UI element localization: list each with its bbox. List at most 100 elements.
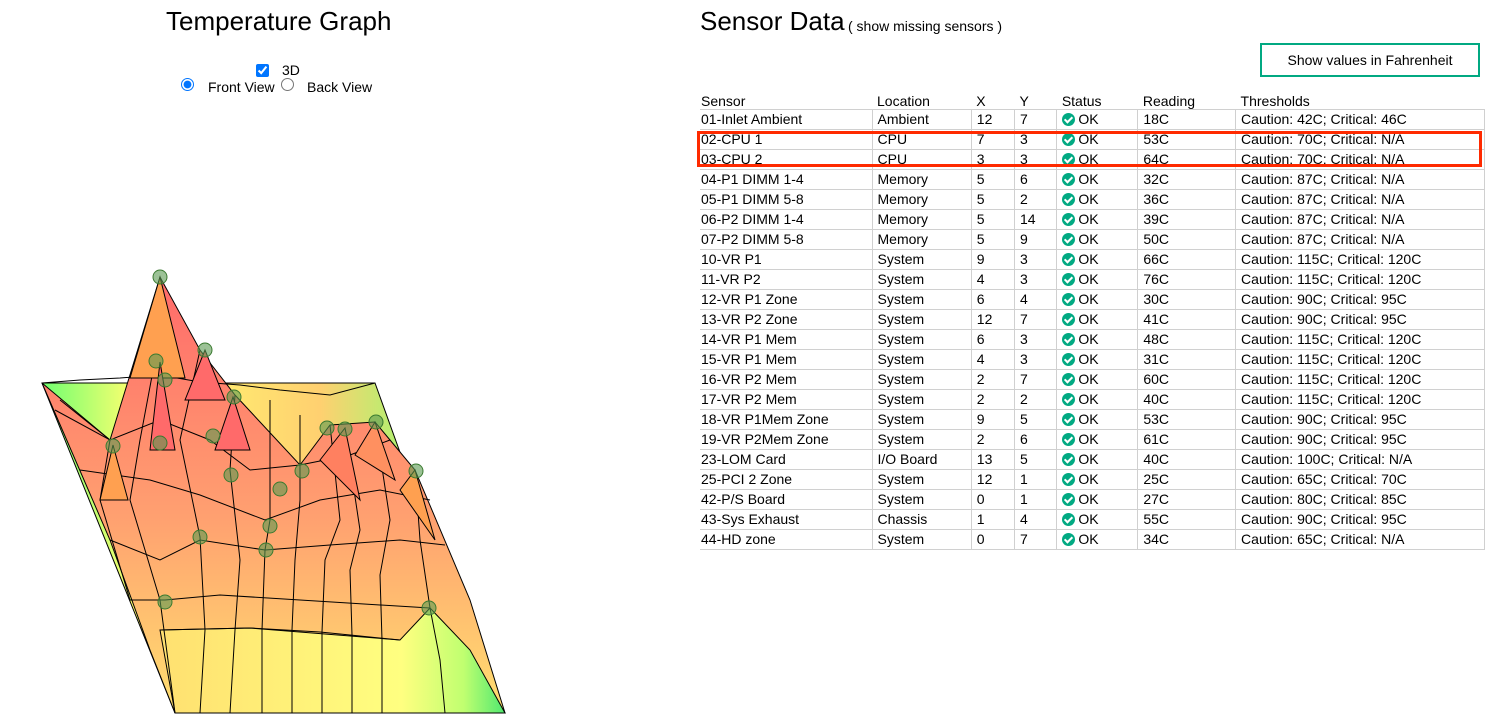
status-text: OK bbox=[1078, 131, 1099, 147]
sensor-marker[interactable] bbox=[205, 428, 221, 444]
sensor-marker[interactable] bbox=[192, 529, 208, 545]
table-row[interactable]: 11-VR P2 System 4 3 OK 76C Caution: 115C; Crit… bbox=[700, 269, 1485, 290]
table-row[interactable]: 15-VR P1 Mem System 4 3 OK 31C Caution: 115C; … bbox=[700, 349, 1485, 370]
sensor-x: 5 bbox=[970, 189, 1015, 210]
sensor-reading: 76C bbox=[1137, 269, 1236, 290]
sensor-location: System bbox=[871, 529, 972, 550]
back-view-label: Back View bbox=[307, 79, 373, 95]
table-row[interactable]: 17-VR P2 Mem System 2 2 OK 40C Caution: 115C; … bbox=[700, 389, 1485, 410]
sensor-marker[interactable] bbox=[157, 594, 173, 610]
sensor-marker[interactable] bbox=[148, 353, 164, 369]
front-view-radio[interactable] bbox=[181, 78, 194, 91]
sensor-x: 6 bbox=[970, 289, 1015, 310]
table-row[interactable]: 04-P1 DIMM 1-4 Memory 5 6 OK 32C Caution: 87C;… bbox=[700, 169, 1485, 190]
sensor-thresholds: Caution: 115C; Critical: 120C bbox=[1235, 249, 1485, 270]
sensor-x: 0 bbox=[970, 489, 1015, 510]
table-row[interactable]: 25-PCI 2 Zone System 12 1 OK 25C Caution: 65C;… bbox=[700, 469, 1485, 490]
sensor-marker[interactable] bbox=[197, 342, 213, 358]
sensor-name: 15-VR P1 Mem bbox=[700, 349, 872, 370]
column-header-x[interactable]: X bbox=[971, 90, 1015, 110]
column-header-location[interactable]: Location bbox=[872, 90, 972, 110]
back-view-radio[interactable] bbox=[281, 78, 294, 91]
sensor-reading: 18C bbox=[1137, 109, 1236, 130]
sensor-marker[interactable] bbox=[272, 481, 288, 497]
status-text: OK bbox=[1078, 451, 1099, 467]
sensor-thresholds: Caution: 90C; Critical: 95C bbox=[1235, 289, 1485, 310]
sensor-thresholds: Caution: 70C; Critical: N/A bbox=[1235, 149, 1485, 170]
sensor-y: 3 bbox=[1014, 249, 1057, 270]
sensor-location: System bbox=[871, 369, 972, 390]
sensor-reading: 60C bbox=[1137, 369, 1236, 390]
sensor-x: 5 bbox=[970, 209, 1015, 230]
sensor-thresholds: Caution: 80C; Critical: 85C bbox=[1235, 489, 1485, 510]
sensor-name: 10-VR P1 bbox=[700, 249, 872, 270]
table-row[interactable]: 19-VR P2Mem Zone System 2 6 OK 61C Caution: 90… bbox=[700, 429, 1485, 450]
table-row[interactable]: 02-CPU 1 CPU 7 3 OK 53C Caution: 70C; Critical… bbox=[700, 129, 1485, 150]
ok-check-icon bbox=[1062, 473, 1076, 486]
sensor-reading: 53C bbox=[1137, 409, 1236, 430]
table-row[interactable]: 16-VR P2 Mem System 2 7 OK 60C Caution: 115C; … bbox=[700, 369, 1485, 390]
fahrenheit-toggle-button[interactable]: Show values in Fahrenheit bbox=[1260, 43, 1480, 77]
sensor-y: 2 bbox=[1014, 189, 1057, 210]
column-header-y[interactable]: Y bbox=[1014, 90, 1057, 110]
table-row[interactable]: 13-VR P2 Zone System 12 7 OK 41C Caution: 90C;… bbox=[700, 309, 1485, 330]
sensor-y: 14 bbox=[1014, 209, 1057, 230]
3d-checkbox[interactable] bbox=[256, 64, 269, 77]
sensor-y: 7 bbox=[1014, 109, 1057, 130]
column-header-reading[interactable]: Reading bbox=[1137, 90, 1236, 110]
sensor-thresholds: Caution: 65C; Critical: 70C bbox=[1235, 469, 1485, 490]
sensor-marker[interactable] bbox=[157, 372, 173, 388]
table-row[interactable]: 12-VR P1 Zone System 6 4 OK 30C Caution: 90C; … bbox=[700, 289, 1485, 310]
sensor-marker[interactable] bbox=[319, 420, 335, 436]
table-row[interactable]: 05-P1 DIMM 5-8 Memory 5 2 OK 36C Caution: 87C;… bbox=[700, 189, 1485, 210]
sensor-marker[interactable] bbox=[421, 600, 437, 616]
sensor-marker[interactable] bbox=[258, 542, 274, 558]
sensor-x: 3 bbox=[970, 149, 1015, 170]
sensor-location: System bbox=[871, 329, 972, 350]
sensor-name: 17-VR P2 Mem bbox=[700, 389, 872, 410]
temperature-3d-surface[interactable] bbox=[0, 100, 560, 721]
sensor-marker[interactable] bbox=[152, 269, 168, 285]
table-row[interactable]: 06-P2 DIMM 1-4 Memory 5 14 OK 39C Caution: 87C… bbox=[700, 209, 1485, 230]
sensor-status: OK bbox=[1056, 209, 1138, 230]
table-row[interactable]: 10-VR P1 System 9 3 OK 66C Caution: 115C; Crit… bbox=[700, 249, 1485, 270]
sensor-status: OK bbox=[1056, 329, 1138, 350]
sensor-marker[interactable] bbox=[262, 518, 278, 534]
sensor-x: 6 bbox=[970, 329, 1015, 350]
show-missing-sensors-link[interactable]: ( show missing sensors ) bbox=[848, 18, 1003, 34]
sensor-location: System bbox=[871, 389, 972, 410]
table-row[interactable]: 43-Sys Exhaust Chassis 1 4 OK 55C Caution: 90C… bbox=[700, 509, 1485, 530]
table-row[interactable]: 44-HD zone System 0 7 OK 34C Caution: 65C; Cri… bbox=[700, 529, 1485, 550]
sensor-marker[interactable] bbox=[337, 421, 353, 437]
sensor-status: OK bbox=[1056, 509, 1138, 530]
table-row[interactable]: 23-LOM Card I/O Board 13 5 OK 40C Caution: 100… bbox=[700, 449, 1485, 470]
sensor-marker[interactable] bbox=[294, 463, 310, 479]
table-row[interactable]: 42-P/S Board System 0 1 OK 27C Caution: 80C; C… bbox=[700, 489, 1485, 510]
sensor-marker[interactable] bbox=[368, 414, 384, 430]
sensor-name: 07-P2 DIMM 5-8 bbox=[700, 229, 872, 250]
sensor-y: 4 bbox=[1014, 509, 1057, 530]
sensor-y: 3 bbox=[1014, 149, 1057, 170]
sensor-marker[interactable] bbox=[408, 463, 424, 479]
sensor-status: OK bbox=[1056, 409, 1138, 430]
column-header-sensor[interactable]: Sensor bbox=[700, 90, 872, 110]
sensor-marker[interactable] bbox=[226, 389, 242, 405]
table-row[interactable]: 14-VR P1 Mem System 6 3 OK 48C Caution: 115C; … bbox=[700, 329, 1485, 350]
sensor-marker[interactable] bbox=[152, 435, 168, 451]
sensor-marker[interactable] bbox=[223, 467, 239, 483]
table-row[interactable]: 03-CPU 2 CPU 3 3 OK 64C Caution: 70C; Critical… bbox=[700, 149, 1485, 170]
ok-check-icon bbox=[1062, 533, 1076, 546]
sensor-marker[interactable] bbox=[105, 438, 121, 454]
sensor-status: OK bbox=[1056, 389, 1138, 410]
sensor-status: OK bbox=[1056, 169, 1138, 190]
sensor-x: 7 bbox=[970, 129, 1015, 150]
sensor-reading: 31C bbox=[1137, 349, 1236, 370]
status-text: OK bbox=[1078, 431, 1099, 447]
table-row[interactable]: 01-Inlet Ambient Ambient 12 7 OK 18C Caution: … bbox=[700, 109, 1485, 130]
column-header-status[interactable]: Status bbox=[1056, 90, 1138, 110]
table-row[interactable]: 07-P2 DIMM 5-8 Memory 5 9 OK 50C Caution: 87C;… bbox=[700, 229, 1485, 250]
table-row[interactable]: 18-VR P1Mem Zone System 9 5 OK 53C Caution: 90… bbox=[700, 409, 1485, 430]
sensor-location: Ambient bbox=[871, 109, 972, 130]
column-header-thresholds[interactable]: Thresholds bbox=[1235, 90, 1485, 110]
sensor-status: OK bbox=[1056, 429, 1138, 450]
